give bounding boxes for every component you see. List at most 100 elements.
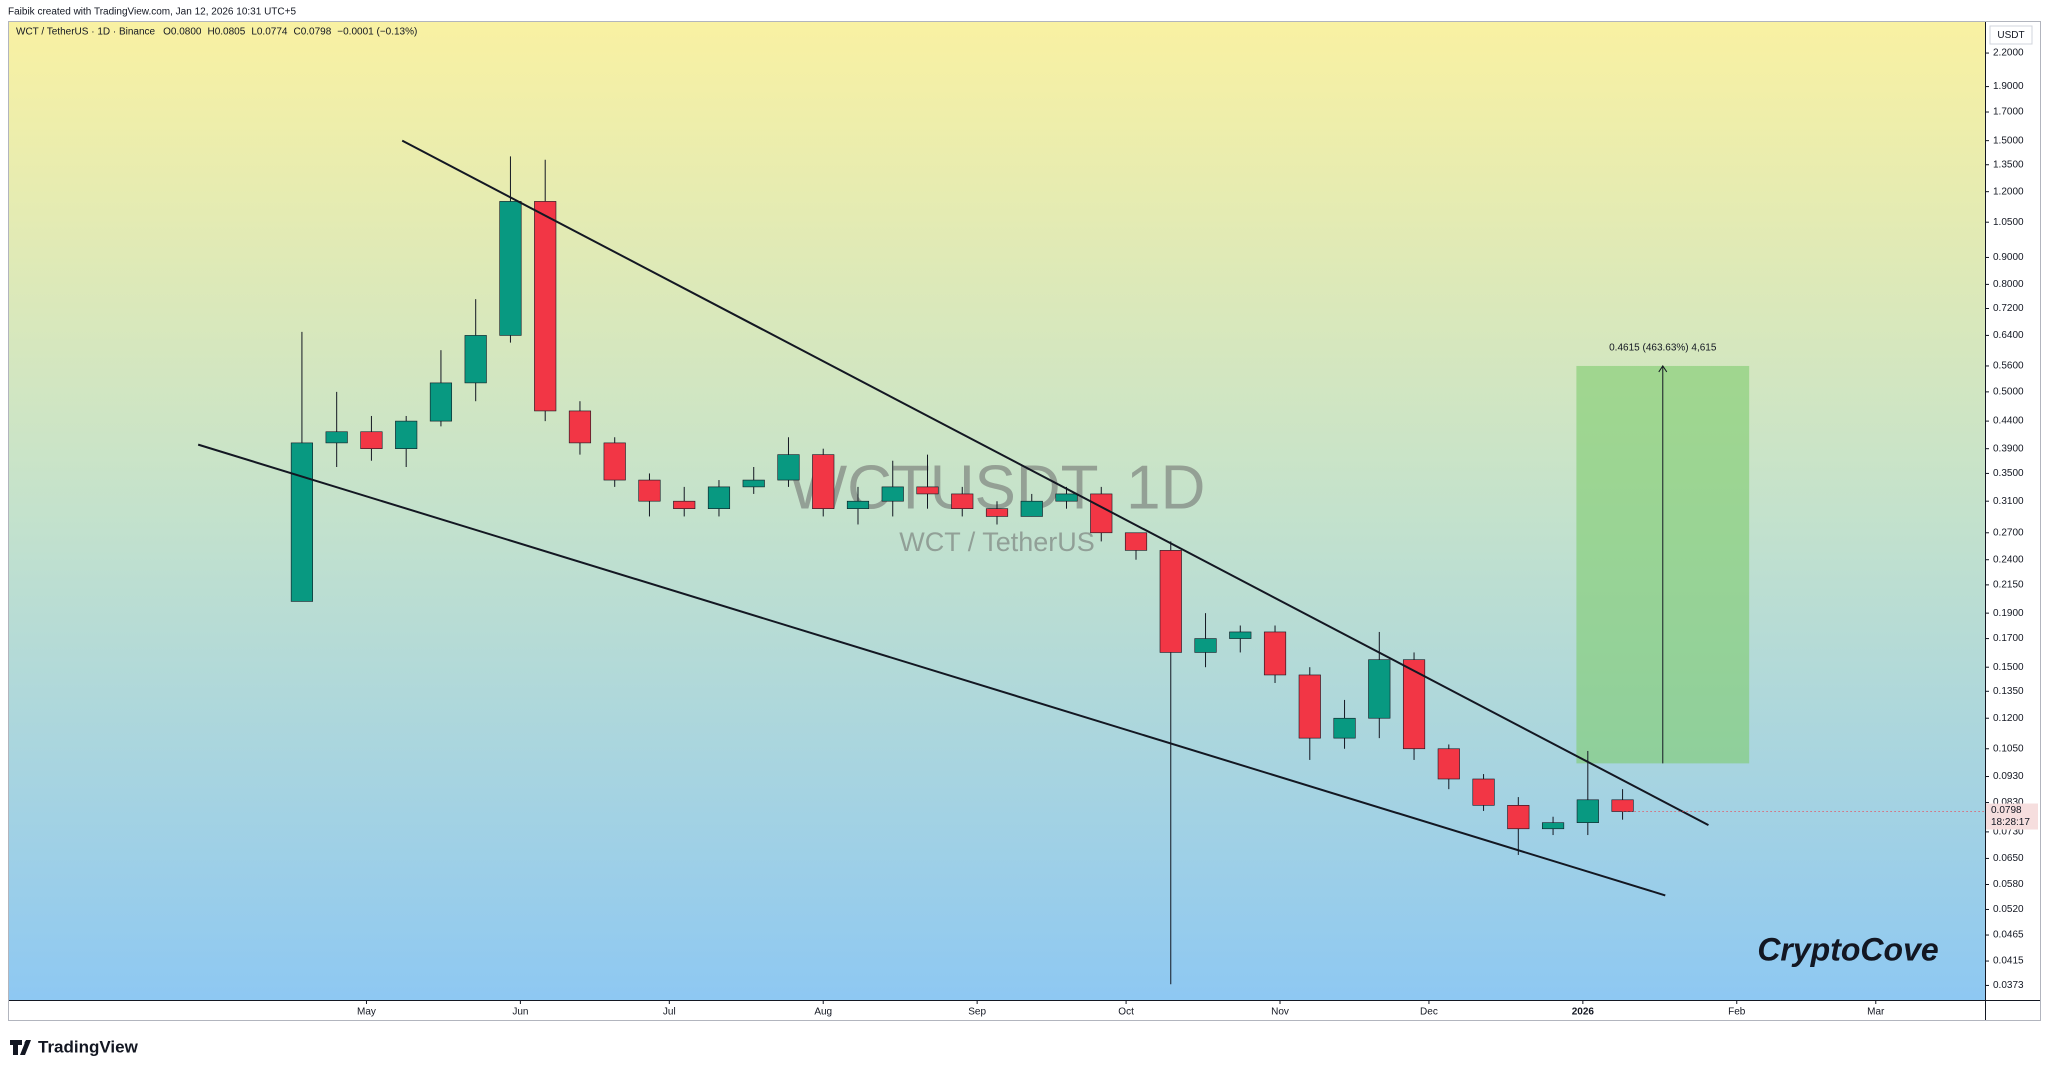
y-tick-label: 0.8000 [1993, 279, 2024, 290]
candle-body [846, 500, 870, 509]
x-tick-label: Oct [1118, 1007, 1134, 1018]
candle-body [1507, 805, 1530, 830]
trendline [401, 139, 1709, 826]
y-tick-label: 0.0730 [1993, 827, 2024, 838]
measure-arrowhead [1658, 365, 1668, 373]
last-price: 0.0798 [1991, 805, 2022, 816]
countdown: 18:28:17 [1991, 817, 2030, 828]
symbol-header: WCT / TetherUS · 1D · Binance [16, 27, 156, 38]
y-tick-label: 0.0415 [1993, 956, 2024, 967]
ohlc-value: O0.0800 [163, 27, 202, 38]
y-tick-label: 1.5000 [1993, 135, 2024, 146]
ohlc-value: L0.0774 [251, 27, 288, 38]
candle-body [395, 420, 418, 449]
candle-body [1020, 500, 1043, 517]
last-price-tag [1986, 803, 2038, 830]
x-tick-label: Feb [1728, 1007, 1746, 1018]
y-tick-label: 0.3100 [1993, 496, 2024, 507]
y-tick-label: 0.0650 [1993, 853, 2024, 864]
x-tick-label: Jul [663, 1007, 676, 1018]
y-tick-label: 0.4400 [1993, 416, 2024, 427]
signature: CryptoCove [1757, 931, 1938, 967]
candle-body [1090, 493, 1113, 534]
y-tick-label: 0.5000 [1993, 387, 2024, 398]
candle-body [1472, 778, 1495, 806]
candle-body [1194, 638, 1217, 653]
candle-body [1333, 717, 1356, 739]
candle-body [499, 201, 522, 336]
y-tick-label: 0.1900 [1993, 608, 2024, 619]
y-tick-label: 0.5600 [1993, 361, 2024, 372]
candle-body [429, 382, 453, 422]
x-tick-label: Sep [968, 1007, 986, 1018]
y-tick-label: 0.1050 [1993, 743, 2024, 754]
y-tick-label: 0.3900 [1993, 443, 2024, 454]
y-tick-label: 2.2000 [1993, 48, 2024, 59]
y-tick-label: 0.2700 [1993, 527, 2024, 538]
candle-body [603, 442, 626, 481]
candle-body [1298, 674, 1321, 739]
y-tick-label: 0.7200 [1993, 303, 2024, 314]
candle-body [534, 201, 557, 412]
y-tick-label: 0.1350 [1993, 686, 2024, 697]
frame [8, 21, 2041, 1021]
candle-body [1229, 631, 1252, 639]
candle-body [742, 479, 765, 488]
x-tick-label: May [357, 1007, 376, 1018]
candle-body [1055, 493, 1078, 502]
x-tick-label: Dec [1420, 1007, 1438, 1018]
candle-body [951, 493, 974, 509]
candle-body [1437, 748, 1460, 780]
candle-body [1541, 822, 1565, 830]
y-tick-label: 0.0465 [1993, 930, 2024, 941]
candle-body [1263, 631, 1287, 676]
candle-body [290, 442, 313, 602]
y-tick-label: 0.1200 [1993, 713, 2024, 724]
ohlc-value: C0.0798 [293, 27, 331, 38]
candle-body [1402, 659, 1426, 750]
candle-body [707, 486, 731, 509]
candle-body [638, 479, 661, 502]
y-tick-label: 1.2000 [1993, 186, 2024, 197]
candle-body [360, 431, 383, 449]
currency-frame [1989, 25, 2033, 45]
candle-body [777, 454, 800, 481]
y-tick-label: 0.1500 [1993, 662, 2024, 673]
y-tick-label: 0.0830 [1993, 797, 2024, 808]
measure-label: 0.4615 (463.63%) 4,615 [1609, 343, 1717, 354]
candle-body [673, 500, 696, 509]
y-tick-label: 0.6400 [1993, 330, 2024, 341]
logo-dot [24, 1040, 30, 1046]
trendline [197, 443, 1666, 897]
candle-body [985, 508, 1009, 517]
y-tick-label: 0.1700 [1993, 633, 2024, 644]
candle-body [464, 335, 487, 384]
candle-body [1159, 550, 1182, 653]
candle-body [325, 431, 348, 444]
y-tick-label: 0.9000 [1993, 252, 2024, 263]
y-tick-label: 1.9000 [1993, 81, 2024, 92]
brand: TradingView [38, 1037, 139, 1056]
candle-body [1611, 799, 1634, 812]
y-tick-label: 0.0930 [1993, 771, 2024, 782]
y-tick-label: 1.7000 [1993, 107, 2024, 118]
currency-box: USDT [1989, 25, 2033, 45]
candle-body [1576, 799, 1599, 823]
x-tick-label: Jun [512, 1007, 528, 1018]
candle-body [812, 454, 835, 509]
y-tick-label: 0.0580 [1993, 879, 2024, 890]
credit: Faibik created with TradingView.com, Jan… [8, 7, 296, 18]
y-tick-label: 1.0500 [1993, 217, 2024, 228]
ohlc-value: H0.0805 [208, 27, 246, 38]
x-tick-label: 2026 [1572, 1007, 1595, 1018]
currency: USDT [1997, 30, 2024, 41]
y-tick-label: 0.2150 [1993, 580, 2024, 591]
x-tick-label: Nov [1271, 1007, 1289, 1018]
y-tick-label: 0.3500 [1993, 468, 2024, 479]
candle-body [568, 410, 592, 444]
x-tick-label: Mar [1867, 1007, 1885, 1018]
candle-body [1368, 659, 1391, 719]
y-tick-label: 0.0520 [1993, 904, 2024, 915]
watermark-subtitle: WCT / TetherUS [899, 527, 1095, 557]
